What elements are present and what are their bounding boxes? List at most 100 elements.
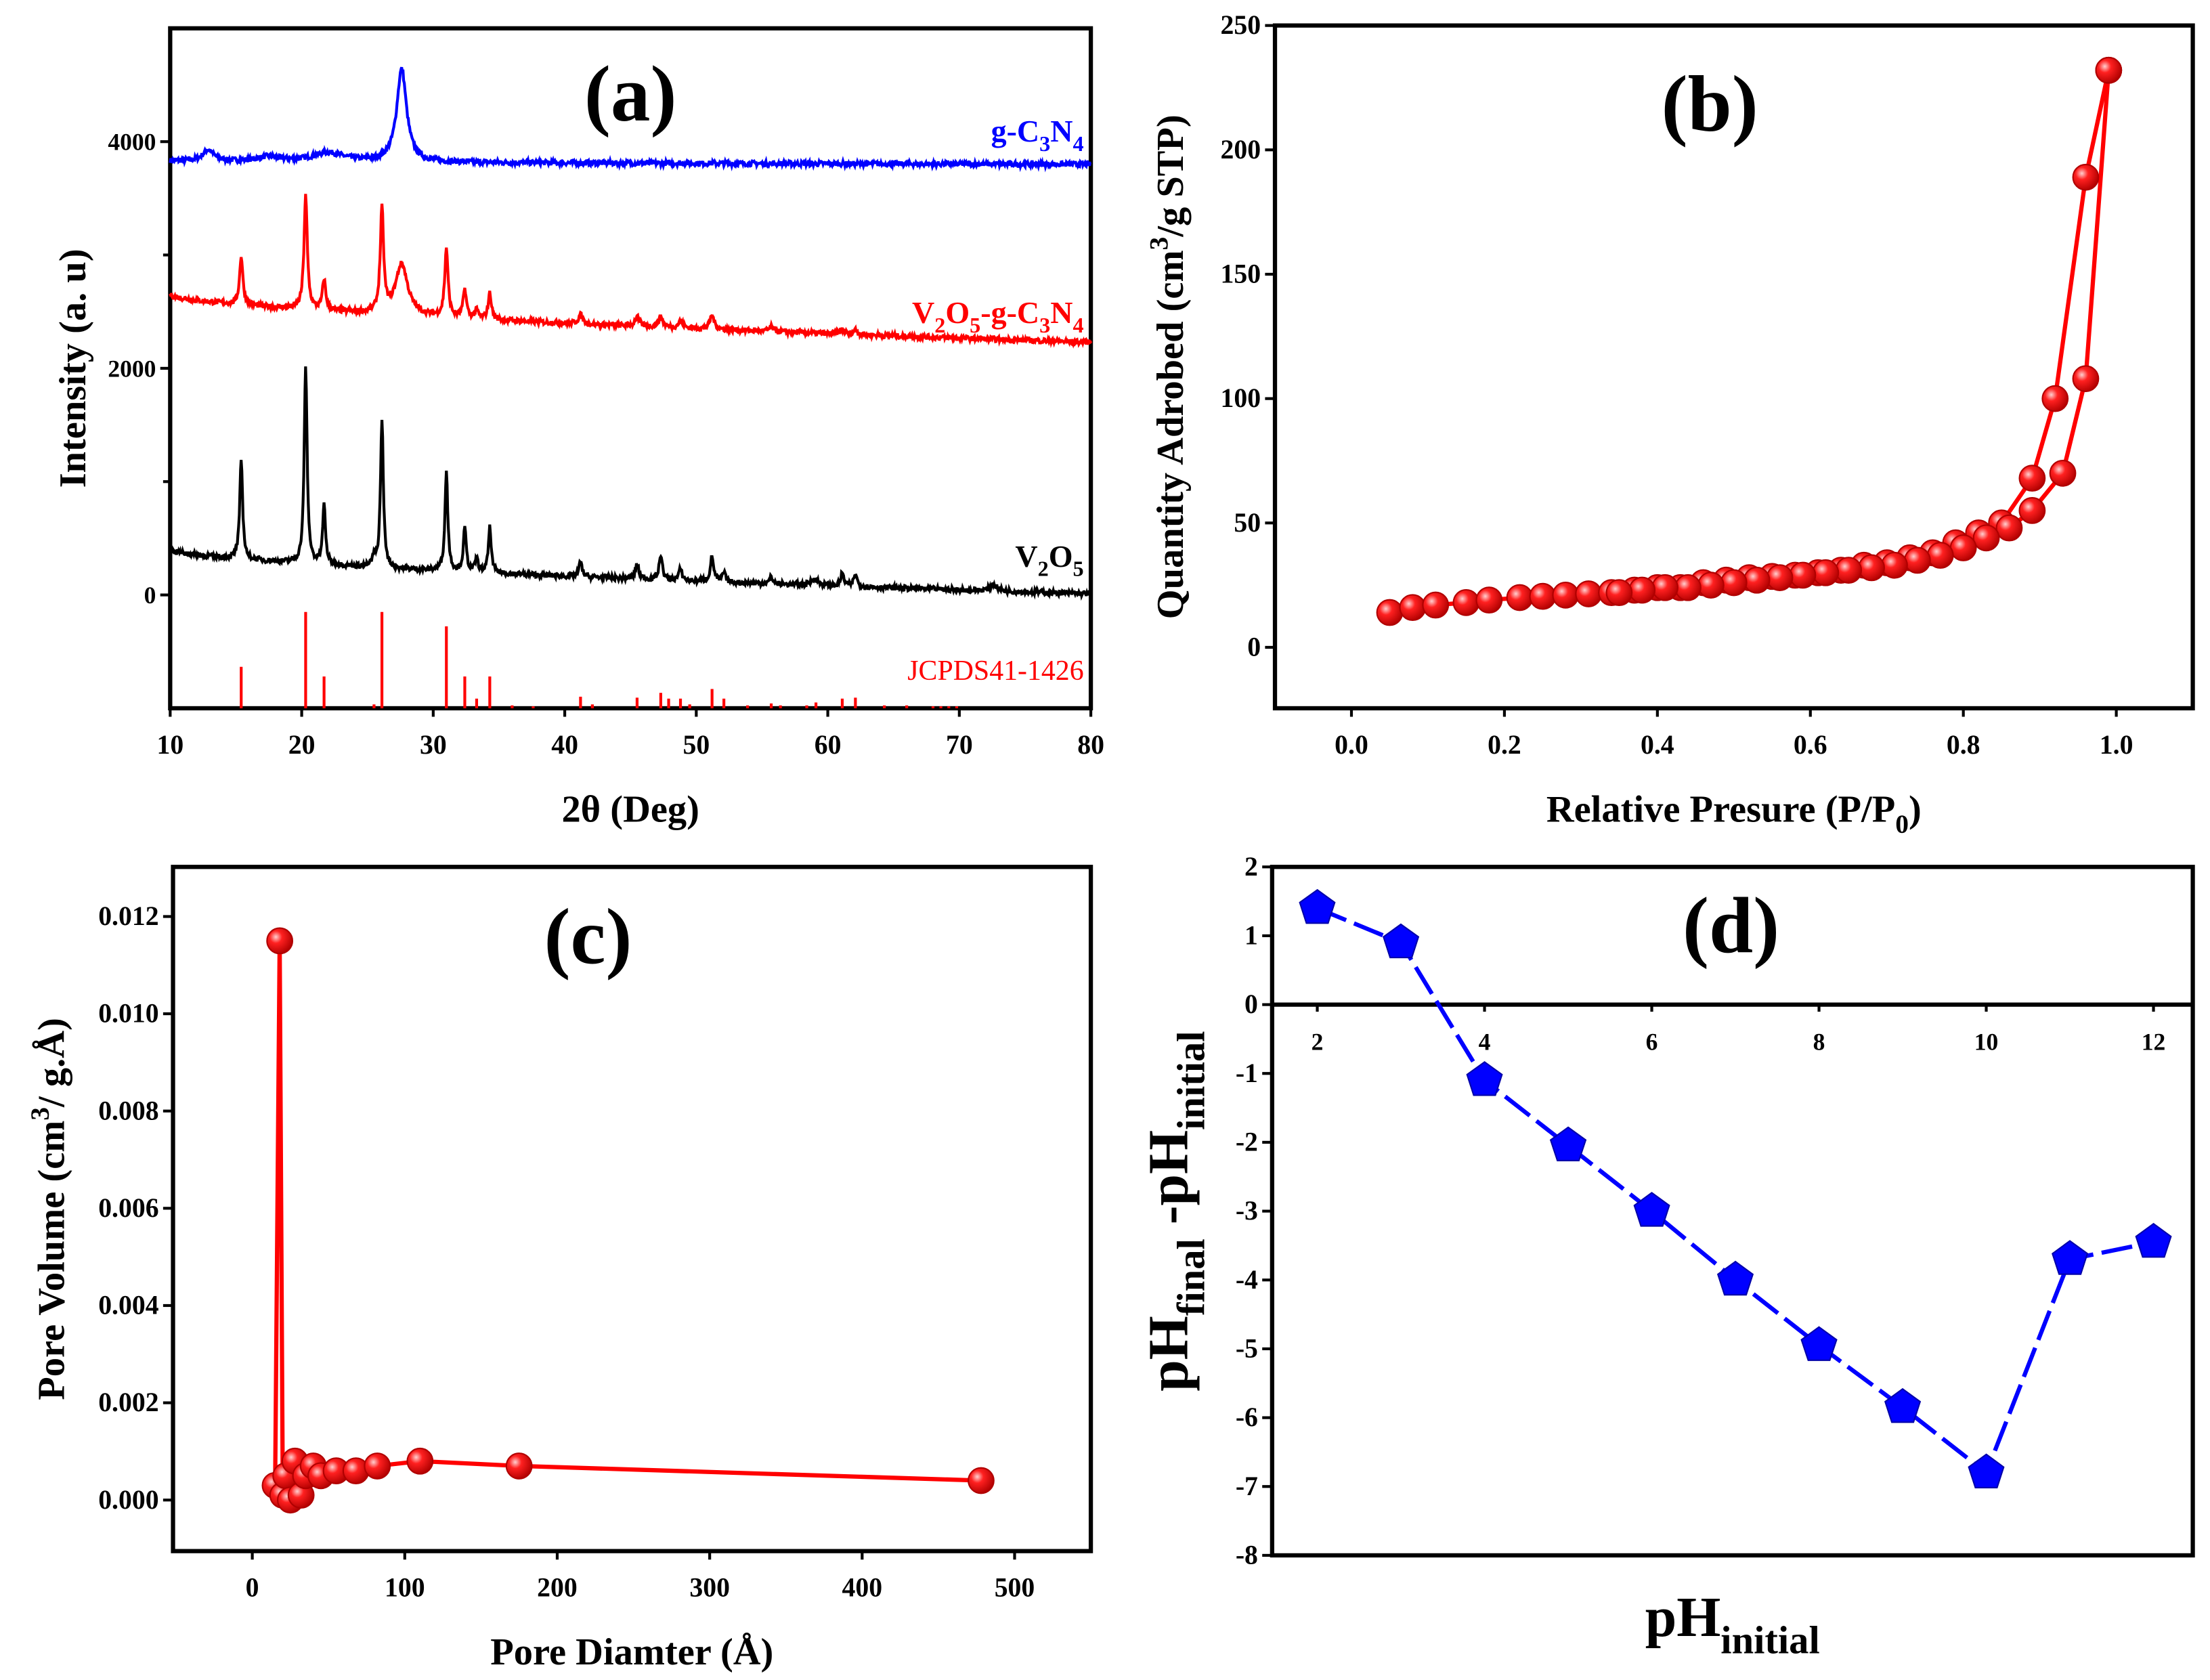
x-tick-label: 0.8: [1947, 730, 1980, 760]
x-tick-label: 0.2: [1488, 730, 1521, 760]
y-tick-label: -2: [1236, 1127, 1258, 1157]
x-tick-label: 0.6: [1794, 730, 1827, 760]
y-tick-label: 0.008: [98, 1096, 158, 1125]
data-point: [1605, 579, 1633, 607]
data-point: [1716, 1260, 1754, 1296]
series-line: [169, 66, 1092, 173]
panel-label: (a): [584, 51, 677, 138]
reference-label: JCPDS41-1426: [907, 655, 1083, 687]
y-tick-label: 2: [1244, 852, 1258, 882]
x-tick-label: 80: [1077, 730, 1104, 760]
data-point: [2052, 1240, 2089, 1275]
data-point: [1628, 576, 1656, 604]
x-axis-label: Relative Presure (P/P0): [1546, 788, 1922, 839]
x-tick-label: 300: [689, 1573, 730, 1603]
x-tick-label: 10: [156, 730, 183, 760]
y-tick-label: -7: [1236, 1471, 1258, 1501]
y-tick-label: -3: [1236, 1196, 1258, 1226]
x-tick-label: 500: [995, 1573, 1035, 1603]
x-tick-label: 0.0: [1335, 730, 1368, 760]
data-point: [2072, 163, 2100, 191]
x-tick-label: 4: [1479, 1029, 1491, 1056]
x-axis-label: 2θ (Deg): [561, 788, 699, 830]
panel-label: (c): [544, 893, 632, 981]
series-label: g-C3N4​: [991, 114, 1084, 156]
data-point: [1884, 1387, 1922, 1423]
y-tick-label: 0.006: [98, 1193, 158, 1223]
data-point: [2018, 497, 2046, 524]
data-point: [1633, 1192, 1670, 1227]
x-axis-label: pHinitial​: [1645, 1586, 1820, 1662]
data-point: [1720, 569, 1748, 597]
data-point: [2041, 385, 2069, 412]
data-point: [406, 1447, 434, 1475]
data-point: [266, 927, 294, 955]
y-tick-label: 4000: [108, 129, 156, 156]
data-point: [1383, 923, 1420, 959]
x-tick-label: 1.0: [2100, 730, 2133, 760]
data-point: [2072, 365, 2100, 393]
panel-b: 0.0 0.2 0.4 0.6 0.8 1.0 0 50 100 150 200 250 (b) Rela…: [1144, 10, 2195, 839]
x-tick-label: 50: [682, 730, 710, 760]
y-tick-label: 150: [1221, 259, 1261, 289]
data-point: [1858, 554, 1886, 582]
data-point: [1835, 557, 1863, 584]
data-point: [1475, 586, 1503, 614]
plot-frame: [1270, 865, 2195, 1558]
x-tick-label: 200: [537, 1573, 578, 1603]
x-tick-label: 10: [1974, 1029, 1999, 1056]
y-axis-label: Pore Volume (cm3/ g.Å): [25, 1018, 73, 1400]
y-tick-label: 0.012: [98, 901, 158, 931]
data-point: [1376, 599, 1404, 626]
x-tick-label: 0.4: [1641, 730, 1674, 760]
series-line: [1316, 906, 2154, 1477]
data-point: [1399, 594, 1427, 622]
y-tick-label: -8: [1236, 1540, 1258, 1570]
series-label: V2O5-g-C3N4​: [912, 295, 1084, 337]
panel-label: (b): [1662, 60, 1758, 148]
y-tick-label: 0: [1247, 632, 1261, 662]
y-axis-label: Quantity Adrobed (cm3/g STP): [1144, 114, 1192, 619]
data-point: [1422, 591, 1450, 619]
x-tick-label: 8: [1813, 1029, 1825, 1056]
x-tick-label: 60: [815, 730, 842, 760]
y-tick-label: 0.002: [98, 1387, 158, 1417]
series-line: [169, 366, 1092, 601]
series-line: [169, 194, 1093, 349]
y-tick-label: 0: [144, 582, 156, 609]
data-point: [1552, 581, 1580, 609]
x-tick-label: 30: [420, 730, 447, 760]
y-tick-label: -6: [1236, 1402, 1258, 1432]
series-line: [273, 941, 982, 1501]
data-point: [1800, 1326, 1838, 1361]
data-point: [1972, 524, 2000, 552]
panel-d: 24681012-8-7-6-5-4-3-2-1012(d)pHinitial​…: [1137, 852, 2195, 1662]
y-tick-label: 250: [1221, 10, 1261, 40]
data-point: [1452, 588, 1480, 616]
data-point: [1789, 561, 1817, 589]
x-tick-label: 400: [842, 1573, 883, 1603]
y-tick-label: 100: [1221, 383, 1261, 413]
data-point: [1904, 546, 1931, 574]
x-axis-label: Pore Diamter (Å): [490, 1631, 773, 1673]
data-point: [1812, 559, 1840, 586]
data-point: [1466, 1061, 1503, 1096]
data-point: [2018, 465, 2046, 492]
x-tick-label: 20: [288, 730, 316, 760]
x-tick-label: 6: [1646, 1029, 1658, 1056]
y-tick-label: 2000: [108, 355, 156, 382]
y-tick-label: 0: [1244, 989, 1258, 1019]
y-tick-label: 0.000: [98, 1485, 158, 1515]
x-tick-label: 12: [2142, 1029, 2166, 1056]
y-tick-label: 1: [1244, 920, 1258, 950]
data-point: [2095, 56, 2123, 84]
panel-label: (d): [1683, 882, 1779, 970]
y-tick-label: -4: [1236, 1265, 1258, 1295]
y-tick-label: 0.004: [98, 1291, 159, 1320]
plot-frame: [1272, 23, 2195, 711]
data-point: [1926, 542, 1954, 569]
data-point: [1529, 582, 1557, 610]
data-point: [1766, 564, 1794, 591]
data-point: [2135, 1222, 2172, 1258]
x-tick-label: 100: [385, 1573, 425, 1603]
